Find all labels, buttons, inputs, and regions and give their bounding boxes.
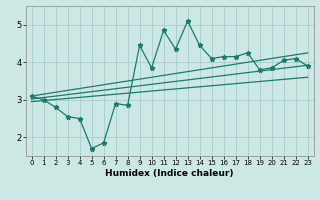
X-axis label: Humidex (Indice chaleur): Humidex (Indice chaleur) <box>105 169 234 178</box>
